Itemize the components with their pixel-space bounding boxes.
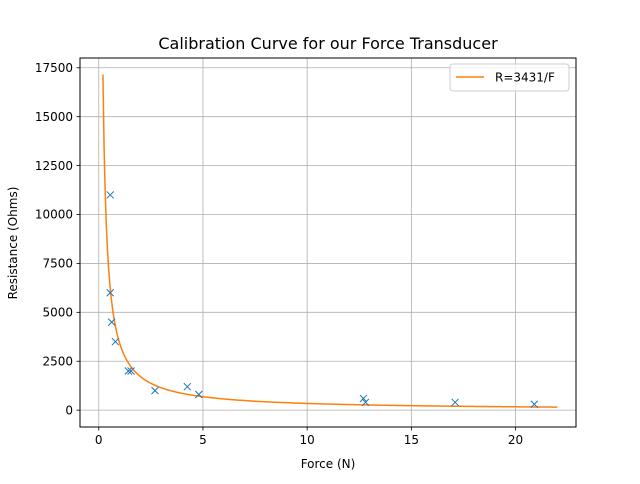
legend-fit-label: R=3431/F: [495, 71, 555, 85]
axis-ticks: 0 5 10 15 20 0 2500 5000 7500 10000 12500 15000 1750…: [35, 61, 523, 447]
plot-frame: [79, 57, 577, 428]
y-tick-label: 10000: [35, 208, 73, 222]
data-point: [183, 382, 192, 391]
y-tick-label: 5000: [42, 306, 73, 320]
data-point: [530, 400, 539, 409]
legend: R=3431/F: [449, 63, 570, 92]
data-point: [106, 191, 115, 199]
data-point: [111, 337, 120, 346]
legend-box: [449, 63, 570, 92]
data-point: [151, 386, 159, 395]
y-tick-label: 0: [65, 403, 73, 417]
x-tick-label: 0: [95, 433, 103, 447]
fit-curve-layer: [102, 74, 558, 408]
plot-area: [80, 58, 576, 427]
x-axis-label: Force (N): [301, 457, 356, 471]
grid-lines: [80, 58, 576, 427]
chart-title: Calibration Curve for our Force Transduc…: [158, 34, 498, 53]
y-tick-label: 12500: [35, 159, 73, 173]
x-tick-label: 15: [404, 433, 419, 447]
data-point: [194, 390, 203, 399]
y-tick-label: 15000: [35, 110, 73, 124]
y-tick-label: 17500: [35, 61, 73, 75]
data-point: [127, 367, 135, 375]
data-point: [451, 398, 459, 407]
data-point: [106, 288, 115, 297]
data-point: [107, 318, 116, 326]
x-tick-label: 10: [300, 433, 315, 447]
y-axis-label: Resistance (Ohms): [6, 187, 20, 300]
x-tick-label: 20: [508, 433, 523, 447]
fit-curve-line: [102, 74, 558, 408]
data-point: [124, 367, 133, 375]
y-tick-label: 2500: [42, 354, 73, 368]
data-points-layer: [106, 191, 539, 409]
y-tick-label: 7500: [42, 257, 73, 271]
data-point: [361, 398, 370, 407]
data-point: [359, 394, 368, 403]
x-tick-label: 5: [199, 433, 207, 447]
